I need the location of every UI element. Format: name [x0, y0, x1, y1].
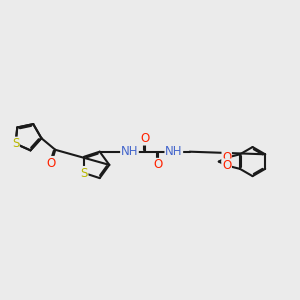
Text: O: O: [222, 151, 231, 164]
Text: S: S: [12, 137, 19, 150]
Text: NH: NH: [121, 145, 138, 158]
Text: O: O: [47, 157, 56, 169]
Text: S: S: [80, 167, 88, 180]
Text: O: O: [222, 159, 231, 172]
Text: NH: NH: [165, 145, 183, 158]
Text: O: O: [141, 132, 150, 145]
Text: O: O: [153, 158, 163, 171]
